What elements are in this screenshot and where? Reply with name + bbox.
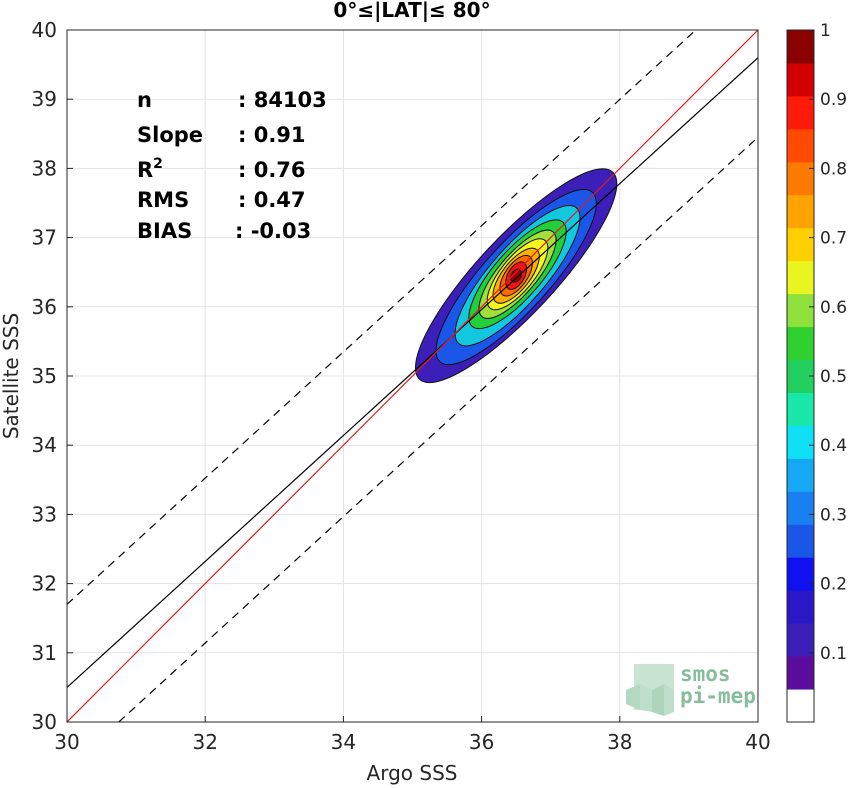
colorbar-tick-label: 0.5 <box>820 367 847 387</box>
colorbar-swatch <box>787 161 814 196</box>
x-tick-label: 40 <box>745 730 770 754</box>
x-axis-ticks: 30 32 34 36 38 40 <box>54 716 771 754</box>
y-tick-label: 38 <box>32 156 57 180</box>
x-tick-label: 36 <box>469 730 494 754</box>
colorbar-swatch <box>787 656 814 690</box>
chart-title: 0°≤|LAT|≤ 80° <box>333 0 490 22</box>
colorbar-ticks: 0.1 0.2 0.3 0.4 0.5 0.6 0.7 0.8 0.9 1 <box>809 21 847 664</box>
y-tick-label: 33 <box>32 502 57 526</box>
colorbar-tick-label: 0.4 <box>820 436 847 456</box>
logo-line-2: pi-mep <box>680 684 756 708</box>
logo-mark-icon <box>626 664 674 716</box>
stat-superscript: 2 <box>153 156 163 172</box>
stat-label: RMS <box>137 188 189 212</box>
colorbar-swatch <box>787 293 814 328</box>
y-tick-label: 34 <box>32 433 57 457</box>
colorbar-swatch <box>787 95 814 130</box>
x-tick-label: 34 <box>331 730 356 754</box>
colorbar-swatch <box>787 524 814 558</box>
stat-value: : 0.47 <box>238 188 306 212</box>
y-axis-label: Satellite SSS <box>0 313 23 439</box>
colorbar-swatch <box>787 227 814 262</box>
logo-line-1: smos <box>680 662 731 686</box>
colorbar-swatch <box>787 62 814 97</box>
colorbar-swatch <box>787 491 814 525</box>
regression-line <box>67 57 758 688</box>
colorbar-swatch <box>787 30 814 64</box>
one-to-one-line <box>67 30 758 722</box>
colorbar-tick-label: 0.8 <box>820 159 847 179</box>
colorbar-swatch <box>787 260 814 295</box>
stat-label: n <box>137 88 152 112</box>
colorbar-swatch <box>787 128 814 163</box>
colorbar-swatch <box>787 689 814 723</box>
y-axis-ticks: 30 31 32 33 34 35 36 37 38 39 40 <box>32 18 73 734</box>
stat-label: BIAS <box>137 219 192 243</box>
colorbar-tick-label: 0.6 <box>820 298 847 318</box>
colorbar-swatch <box>787 590 814 624</box>
y-tick-label: 39 <box>32 87 57 111</box>
stat-value: : 0.91 <box>238 123 306 147</box>
colorbar-swatch <box>787 623 814 657</box>
colorbar-tick-label: 0.7 <box>820 229 847 249</box>
stat-value: : -0.03 <box>235 219 311 243</box>
colorbar-tick-label: 0.1 <box>820 644 847 664</box>
reference-lines <box>67 30 758 722</box>
colorbar <box>787 30 814 723</box>
lower-bound-line <box>118 136 758 722</box>
smos-pi-mep-logo: smos pi-mep <box>626 662 756 716</box>
x-tick-label: 38 <box>607 730 632 754</box>
colorbar-tick-label: 0.2 <box>820 575 847 595</box>
colorbar-swatch <box>787 425 814 459</box>
y-tick-label: 35 <box>32 364 57 388</box>
stat-value: : 0.76 <box>238 158 306 182</box>
x-tick-label: 30 <box>54 730 79 754</box>
colorbar-tick-label: 0.9 <box>820 90 847 110</box>
x-tick-label: 32 <box>192 730 217 754</box>
y-tick-label: 31 <box>32 641 57 665</box>
y-tick-label: 32 <box>32 572 57 596</box>
y-tick-label: 30 <box>32 710 57 734</box>
colorbar-tick-label: 1 <box>820 21 831 41</box>
upper-bound-line <box>67 30 697 605</box>
stat-value: : 84103 <box>238 88 327 112</box>
y-tick-label: 40 <box>32 18 57 42</box>
grid <box>66 29 759 723</box>
y-tick-label: 37 <box>32 226 57 250</box>
colorbar-swatch <box>787 326 814 361</box>
colorbar-swatch <box>787 458 814 492</box>
stat-label: Slope <box>137 123 203 147</box>
colorbar-swatch <box>787 392 814 426</box>
colorbar-swatch <box>787 557 814 591</box>
colorbar-swatch <box>787 194 814 229</box>
y-tick-label: 36 <box>32 295 57 319</box>
x-axis-label: Argo SSS <box>367 761 458 785</box>
colorbar-tick-label: 0.3 <box>820 505 847 525</box>
